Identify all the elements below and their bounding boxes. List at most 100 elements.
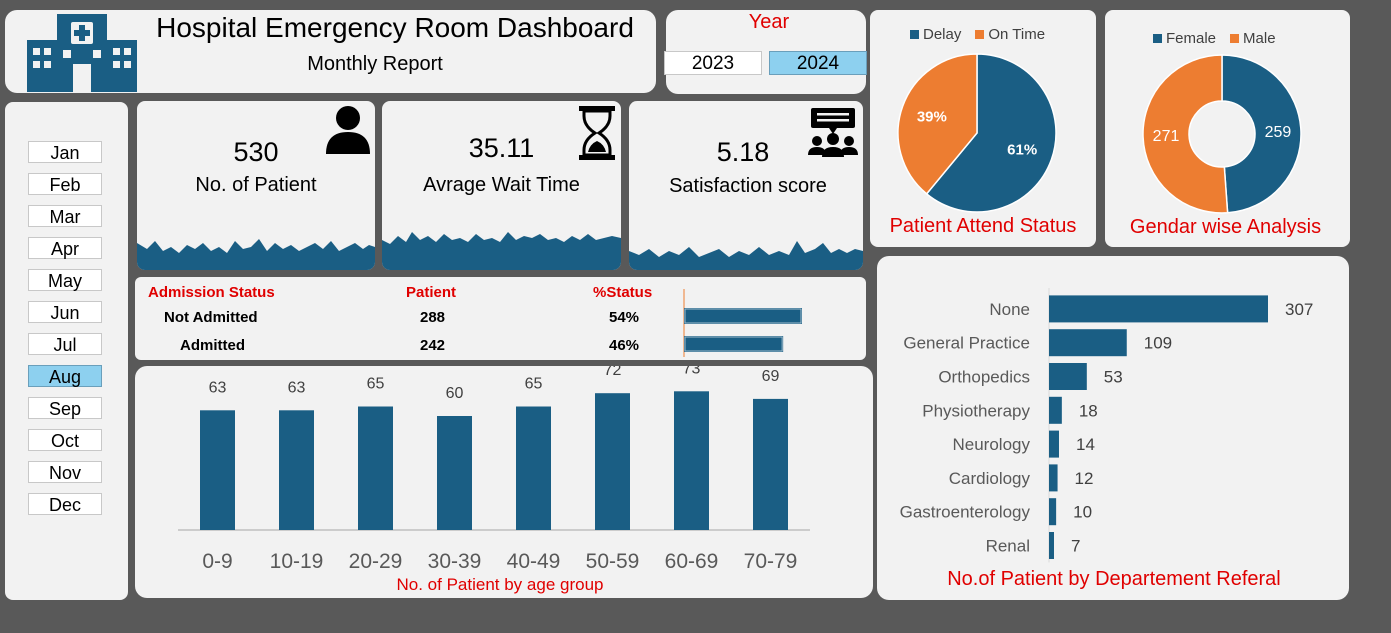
bar-70-79 [753, 398, 788, 530]
age-chart-title: No. of Patient by age group [396, 575, 604, 594]
admission-bar-chart [683, 289, 802, 357]
bar-value-label: 18 [1079, 401, 1098, 420]
bar-20-29 [358, 406, 393, 530]
bar-neurology [1049, 430, 1059, 458]
admission-bar-not-admitted [684, 308, 802, 324]
month-button-oct[interactable]: Oct [28, 429, 102, 451]
legend-item-female: Female [1153, 30, 1216, 47]
kpi-card-satisfaction: 5.18 Satisfaction score [629, 101, 863, 270]
admission-row-patient: 242 [420, 337, 446, 354]
bar-value-label: 65 [367, 376, 385, 393]
bar-orthopedics [1049, 363, 1087, 390]
bar-value-label: 69 [762, 368, 780, 385]
group-feedback-icon [808, 108, 858, 157]
y-tick-label: Physiotherapy [922, 401, 1030, 420]
pie-slice-delay [925, 53, 1057, 213]
satisfaction-sparkline [629, 241, 863, 270]
bar-value-label: 12 [1075, 469, 1094, 488]
year-filter-label: Year [748, 11, 790, 33]
legend-swatch [1153, 34, 1162, 43]
pie-slice-female [1221, 54, 1302, 214]
y-tick-label: Renal [986, 537, 1030, 556]
month-button-apr[interactable]: Apr [28, 237, 102, 259]
page-subtitle: Monthly Report [307, 53, 443, 75]
y-tick-label: Gastroenterology [900, 503, 1031, 522]
gender-card: Female Male 259 271 Gendar wise Analysis [1105, 10, 1350, 247]
bar-50-59 [595, 393, 630, 530]
age-group-bar-chart: 63 0-9 63 10-19 65 20-29 60 30-39 65 40-49 72 50-59… [178, 366, 810, 573]
attend-pie-chart: 61% 39% [897, 53, 1057, 213]
x-tick-label: 10-19 [270, 550, 324, 573]
admission-header-status: Admission Status [148, 284, 275, 301]
kpi-satisfaction-label: Satisfaction score [669, 175, 827, 197]
admission-row-pct: 54% [609, 309, 640, 326]
x-tick-label: 30-39 [428, 550, 482, 573]
month-button-nov[interactable]: Nov [28, 461, 102, 483]
y-tick-label: Neurology [953, 435, 1031, 454]
admission-bar-admitted [684, 336, 784, 352]
gender-donut-chart: 259 271 [1142, 54, 1302, 214]
month-button-jul[interactable]: Jul [28, 333, 102, 355]
x-tick-label: 60-69 [665, 550, 719, 573]
bar-physiotherapy [1049, 396, 1062, 424]
attend-chart-title: Patient Attend Status [889, 215, 1077, 237]
person-icon [326, 106, 370, 154]
month-button-sep[interactable]: Sep [28, 397, 102, 419]
bar-renal [1049, 532, 1054, 559]
year-option-2023[interactable]: 2023 [664, 51, 762, 75]
month-button-mar[interactable]: Mar [28, 205, 102, 227]
bar-value-label: 60 [446, 385, 464, 402]
pie-data-label: 39% [917, 109, 947, 126]
legend-label: Female [1166, 30, 1217, 47]
month-button-may[interactable]: May [28, 269, 102, 291]
attend-status-card: Delay On Time 61% 39% Patient Attend Stat… [870, 10, 1096, 247]
legend-item-delay: Delay [910, 26, 961, 43]
pie-data-label: 61% [1007, 141, 1037, 158]
hourglass-icon [579, 106, 615, 160]
pie-data-label: 259 [1265, 124, 1292, 141]
month-button-feb[interactable]: Feb [28, 173, 102, 195]
bar-40-49 [516, 406, 551, 530]
kpi-wait-time-value: 35.11 [468, 133, 535, 163]
bar-10-19 [279, 410, 314, 530]
bar-value-label: 14 [1076, 435, 1095, 454]
bar-value-label: 10 [1073, 503, 1092, 522]
year-filter: Year 2023 2024 [664, 10, 867, 94]
admission-row-patient: 288 [420, 309, 446, 326]
month-button-jan[interactable]: Jan [28, 141, 102, 163]
bar-value-label: 73 [683, 366, 701, 377]
kpi-card-wait-time: 35.11 Avrage Wait Time [382, 101, 621, 270]
bar-value-label: 307 [1285, 300, 1313, 319]
month-button-jun[interactable]: Jun [28, 301, 102, 323]
wait-time-sparkline [382, 232, 621, 270]
referral-card: None 307 General Practice 109 Orthopedics 53 P… [877, 256, 1349, 600]
kpi-satisfaction-value: 5.18 [716, 137, 770, 167]
bar-value-label: 53 [1104, 368, 1123, 387]
legend-swatch [975, 30, 985, 39]
gender-chart-title: Gendar wise Analysis [1129, 216, 1322, 238]
year-option-2024[interactable]: 2024 [769, 51, 867, 75]
attend-legend: Delay On Time [910, 26, 1045, 43]
patients-sparkline [137, 239, 375, 270]
bar-none [1049, 295, 1268, 323]
month-button-aug[interactable]: Aug [28, 365, 102, 387]
admission-row-status: Admitted [180, 337, 245, 354]
x-tick-label: 40-49 [507, 550, 561, 573]
legend-item-male: Male [1230, 30, 1276, 47]
x-tick-label: 0-9 [202, 550, 232, 573]
bar-value-label: 72 [604, 366, 622, 379]
pie-slice-male [1142, 54, 1229, 214]
x-tick-label: 20-29 [349, 550, 403, 573]
legend-label: Male [1243, 30, 1276, 47]
admission-bar-border [684, 336, 783, 352]
admission-header-patient: Patient [406, 284, 457, 301]
month-button-dec[interactable]: Dec [28, 493, 102, 515]
bar-30-39 [437, 416, 472, 530]
bar-value-label: 65 [525, 376, 543, 393]
bar-cardiology [1049, 464, 1058, 492]
pie-data-label: 271 [1153, 128, 1180, 145]
bar-value-label: 63 [288, 379, 306, 396]
pie-slice-on-time [897, 53, 978, 195]
page-title: Hospital Emergency Room Dashboard [156, 12, 634, 43]
admission-row-pct: 46% [609, 337, 640, 354]
